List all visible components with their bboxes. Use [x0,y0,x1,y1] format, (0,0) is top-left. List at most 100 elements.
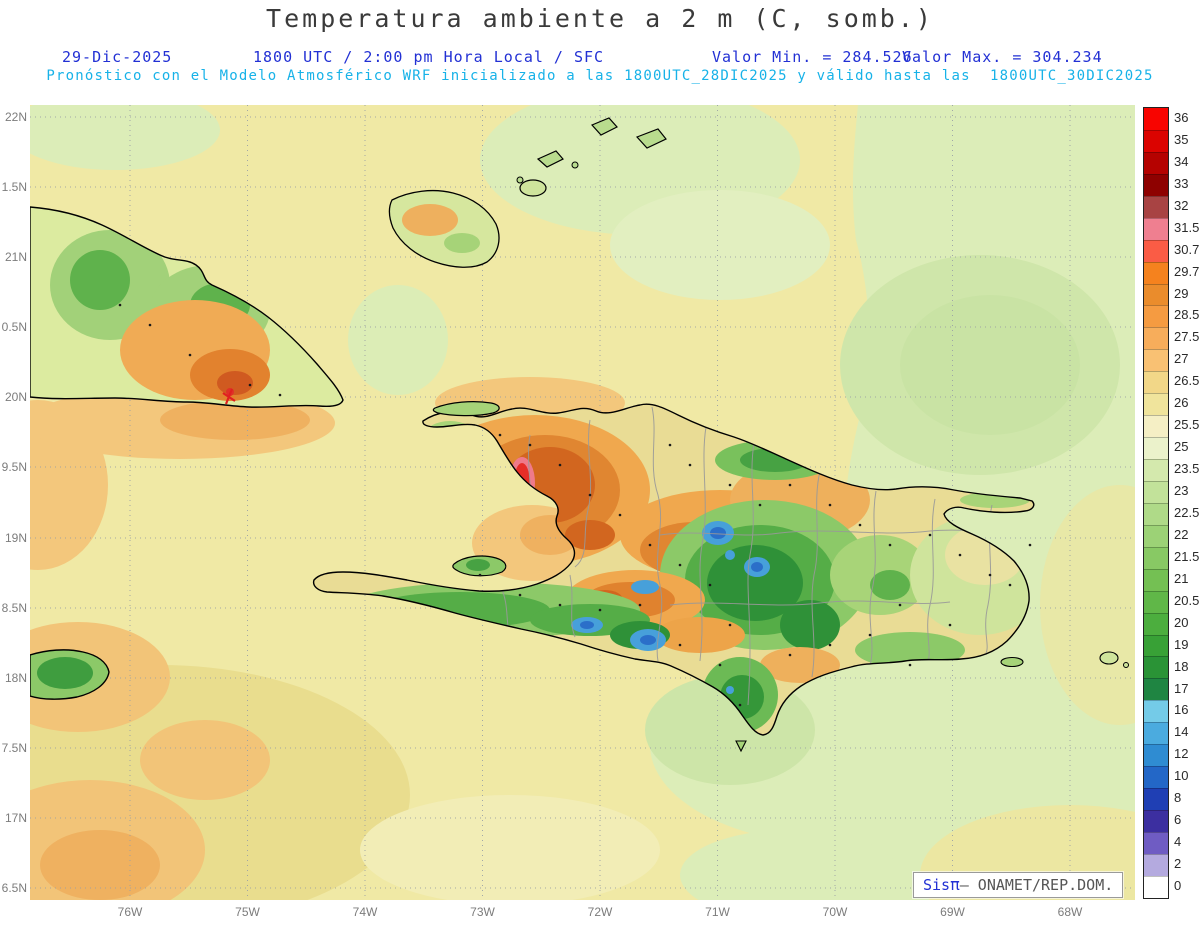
colorbar-cell [1144,480,1168,503]
jamaica-landmass [30,649,110,700]
latitude-tick-label: 0.5N [1,320,27,335]
colorbar-cell [1144,700,1168,723]
longitude-axis: 76W 75W 74W 73W 72W 71W 70W 69W 68W [30,905,1135,925]
latitude-tick-label: 17N [4,810,27,825]
province-borders [499,406,1006,706]
colorbar-tick-label: 17 [1174,680,1189,696]
latitude-tick-label: 18N [4,670,27,685]
latitude-tick-label: 21N [4,250,27,265]
colorbar-cell [1144,788,1168,810]
colorbar-tick-label: 0 [1174,878,1182,894]
colorbar-cell [1144,415,1168,438]
latitude-axis: 22N 1.5N 21N 0.5N 20N 9.5N 19N 8.5N 18N 7.5N 17N 6.… [1,105,28,900]
colorbar-cell [1144,217,1168,240]
latitude-tick-label: 22N [4,110,27,124]
map-area: 22N 1.5N 21N 0.5N 20N 9.5N 19N 8.5N 18N 7.5N 17N 6.… [2,105,1135,919]
longitude-tick-label: 68W [1057,905,1083,919]
colorbar-tick-label: 2 [1174,856,1182,872]
colorbar-cell [1144,173,1168,196]
colorbar-cell [1144,810,1168,832]
colorbar-tick-label: 12 [1174,746,1189,762]
colorbar-cell [1144,437,1168,459]
colorbar-tick-label: 22.5 [1174,504,1200,520]
model-info-line: Pronóstico con el Modelo Atmosférico WRF… [46,68,1154,84]
longitude-tick-label: 76W [117,905,143,919]
small-islands-north [388,117,667,268]
forecast-meta-line: 29-Dic-2025 1800 UTC / 2:00 pm Hora Loca… [0,48,1200,68]
colorbar-cell [1144,239,1168,262]
colorbar-tick-label: 27 [1174,351,1189,367]
temperature-map [30,105,1135,900]
longitude-tick-label: 70W [822,905,848,919]
colorbar-tick-label: 30.7 [1174,241,1200,257]
colorbar-cell [1144,875,1168,898]
colorbar-cells [1143,107,1169,899]
colorbar-tick-label: 14 [1174,724,1189,740]
longitude-tick-label: 75W [235,905,260,919]
terrain-speckles [118,303,1032,707]
latitude-tick-label: 9.5N [1,460,27,475]
colorbar-labels: 36 35 34 33 32 31.5 30.7 29.7 29 28.5 27.5 27 26.5 26… [1174,107,1200,897]
colorbar-cell [1144,656,1168,679]
colorbar-cell [1144,831,1168,854]
colorbar-tick-label: 4 [1174,834,1182,850]
latitude-tick-label: 19N [4,530,27,545]
longitude-tick-label: 69W [940,905,965,919]
colorbar-cell [1144,393,1168,416]
longitude-tick-label: 71W [705,905,730,919]
colorbar-cell [1144,151,1168,174]
colorbar-cell [1144,546,1168,569]
colorbar-tick-label: 27.5 [1174,329,1200,345]
colorbar-cell [1144,349,1168,372]
colorbar-cell [1144,568,1168,591]
colorbar-cell [1144,305,1168,328]
colorbar-cell [1144,108,1168,130]
colorbar-tick-label: 33 [1174,175,1189,191]
colorbar: 36 35 34 33 32 31.5 30.7 29.7 29 28.5 27.5 27 26.5 26… [1143,107,1200,899]
colorbar-cell [1144,853,1168,876]
longitude-tick-label: 73W [470,905,495,919]
colorbar-cell [1144,261,1168,284]
page-title: Temperatura ambiente a 2 m (C, somb.) [266,4,934,33]
small-islands-hispaniola [432,401,1129,753]
colorbar-tick-label: 36 [1174,109,1189,125]
watermark: Sisπ– ONAMET/REP.DOM. [913,872,1124,898]
colorbar-tick-label: 34 [1174,153,1189,169]
colorbar-cell [1144,722,1168,745]
value-max-label: Valor Max. = 304.234 [902,48,1103,66]
colorbar-tick-label: 20.5 [1174,592,1200,608]
colorbar-tick-label: 25.5 [1174,417,1200,433]
colorbar-tick-label: 18 [1174,658,1189,674]
colorbar-cell [1144,371,1168,394]
colorbar-cell [1144,524,1168,547]
colorbar-tick-label: 21 [1174,570,1189,586]
colorbar-tick-label: 26.5 [1174,373,1200,389]
colorbar-tick-label: 8 [1174,790,1182,806]
colorbar-tick-label: 10 [1174,768,1189,784]
colorbar-tick-label: 29.7 [1174,263,1200,279]
colorbar-tick-label: 19 [1174,636,1189,652]
latitude-tick-label: 6.5N [1,880,27,895]
forecast-date: 29-Dic-2025 [62,48,173,66]
colorbar-cell [1144,766,1168,789]
station-marker-icon [222,388,236,405]
colorbar-tick-label: 35 [1174,131,1189,147]
colorbar-tick-label: 32 [1174,197,1189,213]
colorbar-tick-label: 22 [1174,526,1189,542]
latitude-tick-label: 7.5N [1,740,27,755]
colorbar-cell [1144,502,1168,525]
watermark-sis: Sis [923,876,951,894]
colorbar-tick-label: 23 [1174,483,1189,499]
colorbar-tick-label: 28.5 [1174,307,1200,323]
forecast-time: 1800 UTC / 2:00 pm Hora Local / SFC [253,48,605,66]
latitude-tick-label: 1.5N [1,180,27,195]
latitude-tick-label: 8.5N [1,600,27,615]
colorbar-cell [1144,129,1168,152]
colorbar-cell [1144,283,1168,306]
colorbar-tick-label: 25 [1174,439,1189,455]
colorbar-cell [1144,612,1168,635]
colorbar-cell [1144,459,1168,481]
watermark-org: – ONAMET/REP.DOM. [959,876,1114,894]
colorbar-tick-label: 20 [1174,614,1189,630]
value-min-label: Valor Min. = 284.526 [712,48,913,66]
